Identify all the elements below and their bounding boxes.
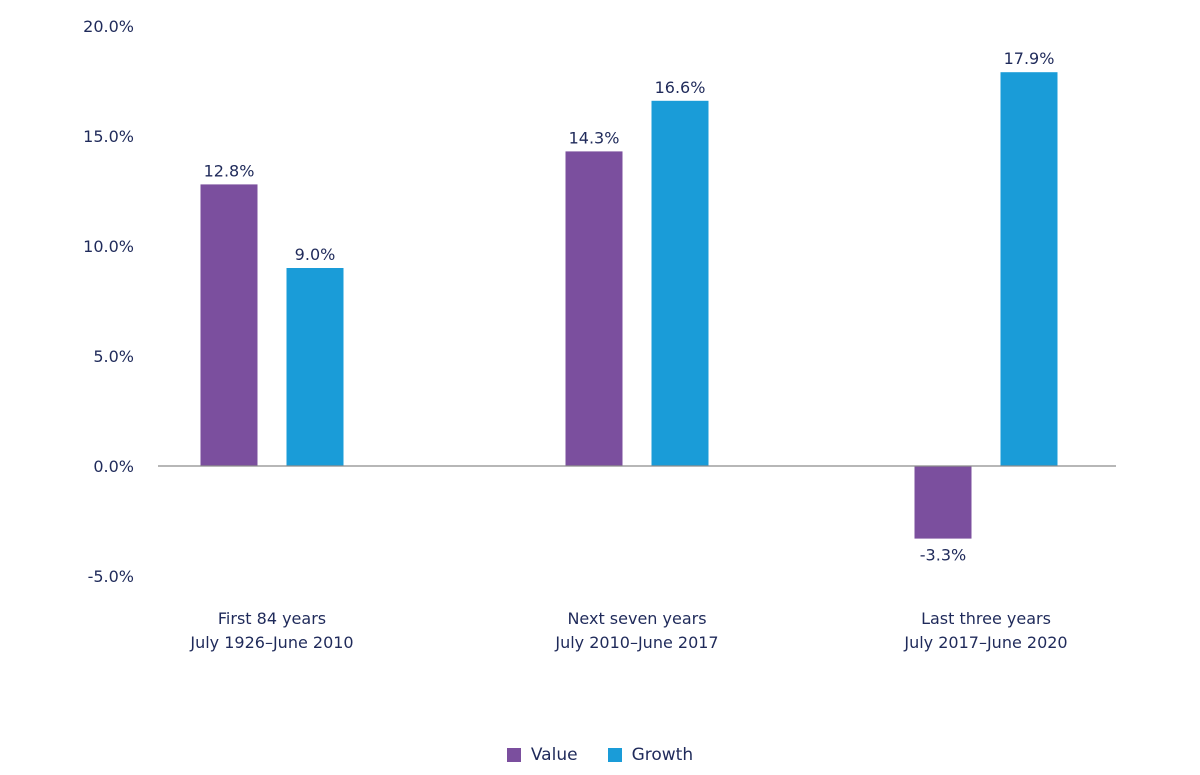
data-label: 9.0% [295,245,336,264]
x-category-label: July 2010–June 2017 [554,633,718,652]
y-tick-label: 10.0% [83,237,134,256]
bar-growth-0 [286,268,344,466]
chart-legend: Value Growth [0,745,1200,765]
y-tick-label: 20.0% [83,17,134,36]
legend-label-value: Value [530,745,578,765]
bar-value-0 [200,184,258,466]
legend-label-growth: Growth [631,745,694,765]
x-category-label: July 1926–June 2010 [189,633,353,652]
legend-item-growth: Growth [607,745,694,765]
bar-growth-2 [1000,72,1058,466]
bar-growth-1 [651,100,709,467]
bar-value-2 [914,466,972,539]
data-label: 17.9% [1004,49,1055,68]
x-category-label: July 2017–June 2020 [903,633,1067,652]
y-tick-label: 5.0% [93,347,134,366]
x-category-label: Next seven years [567,609,706,628]
bar-value-1 [565,151,623,466]
data-label: -3.3% [920,546,966,565]
legend-item-value: Value [506,745,578,765]
data-label: 14.3% [569,128,620,147]
y-tick-label: 15.0% [83,127,134,146]
legend-swatch-value [506,748,521,762]
data-label: 16.6% [655,78,706,97]
y-tick-label: -5.0% [88,567,134,586]
legend-swatch-growth [607,748,622,762]
y-tick-label: 0.0% [93,457,134,476]
x-category-label: Last three years [921,609,1051,628]
x-category-label: First 84 years [218,609,326,628]
bar-chart: 20.0% 15.0% 10.0% 5.0% 0.0% -5.0% 12.8% 9.0% Fir… [83,17,1116,652]
data-label: 12.8% [204,161,255,180]
